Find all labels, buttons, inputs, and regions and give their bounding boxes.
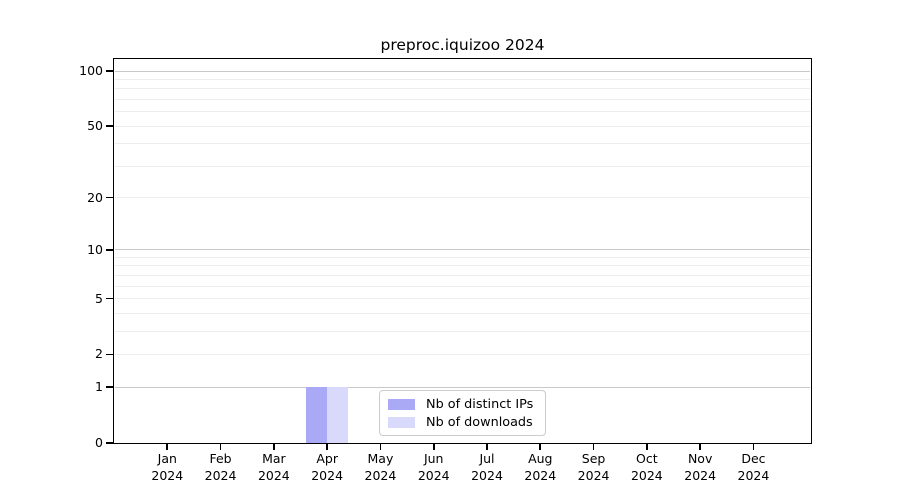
x-axis-tick [699, 443, 702, 450]
y-tick-label: 10 [87, 241, 103, 257]
y-axis-tick [106, 386, 113, 389]
gridline [115, 256, 810, 258]
x-axis-tick [645, 443, 648, 450]
gridline [115, 111, 810, 113]
y-tick-label: 1 [95, 379, 103, 395]
legend-label-downloads: Nb of downloads [426, 414, 533, 430]
y-axis-tick [106, 442, 113, 444]
gridline [115, 70, 810, 72]
gridline [115, 285, 810, 287]
x-tick-label: Dec 2024 [737, 451, 770, 483]
plot-area-border [113, 58, 812, 444]
gridline [115, 165, 810, 167]
x-axis-tick [486, 443, 488, 450]
x-axis-tick [326, 443, 329, 450]
x-tick-label: Oct 2024 [630, 451, 663, 483]
x-tick-label: Aug 2024 [524, 451, 557, 483]
legend: Nb of distinct IPs Nb of downloads [379, 390, 546, 436]
y-axis-tick [106, 196, 113, 199]
chart-title: preproc.iquizoo 2024 [380, 36, 545, 54]
gridline [115, 98, 810, 100]
gridline [115, 353, 810, 355]
x-axis-tick [432, 443, 435, 450]
y-axis-tick [106, 70, 113, 72]
x-axis-tick [592, 443, 595, 450]
x-tick-label: May 2024 [364, 451, 397, 483]
gridline [115, 312, 810, 314]
x-axis-tick [539, 443, 542, 450]
legend-label-distinct-ips: Nb of distinct IPs [426, 396, 534, 412]
x-tick-label: Mar 2024 [257, 451, 290, 483]
legend-item-distinct-ips: Nb of distinct IPs [388, 396, 536, 412]
y-tick-label: 20 [87, 189, 103, 205]
gridline [115, 249, 810, 251]
x-tick-label: Sep 2024 [577, 451, 610, 483]
y-tick-label: 100 [79, 63, 103, 78]
gridline [115, 330, 810, 332]
x-axis-tick [379, 443, 382, 450]
gridline [115, 125, 810, 127]
legend-swatch-distinct-ips [388, 398, 415, 410]
x-tick-label: Nov 2024 [684, 451, 717, 483]
y-axis-tick [106, 353, 113, 356]
gridline [115, 88, 810, 90]
x-tick-label: Jun 2024 [417, 451, 450, 483]
legend-item-downloads: Nb of downloads [388, 414, 536, 430]
bar-distinct-ips [305, 387, 328, 443]
gridline [115, 78, 810, 80]
gridline [115, 274, 810, 276]
gridline [115, 197, 810, 199]
y-axis-tick [106, 125, 113, 127]
x-axis-tick [752, 443, 755, 450]
gridline [115, 386, 810, 388]
x-tick-label: Feb 2024 [204, 451, 237, 483]
y-tick-label: 0 [95, 435, 103, 450]
y-tick-label: 2 [95, 346, 103, 362]
y-tick-label: 5 [95, 290, 103, 306]
legend-swatch-downloads [388, 416, 415, 428]
x-tick-label: Jul 2024 [471, 451, 503, 483]
y-tick-label: 50 [87, 118, 103, 134]
gridline [115, 298, 810, 300]
x-tick-label: Apr 2024 [311, 451, 344, 483]
y-axis-tick [106, 248, 113, 251]
bar-downloads [327, 387, 349, 443]
gridline [115, 265, 810, 267]
x-tick-label: Jan 2024 [151, 451, 184, 483]
y-axis-tick [106, 297, 113, 300]
x-axis-tick [219, 443, 222, 450]
x-axis-tick [166, 443, 169, 450]
x-axis-tick [272, 443, 275, 450]
gridline [115, 143, 810, 145]
